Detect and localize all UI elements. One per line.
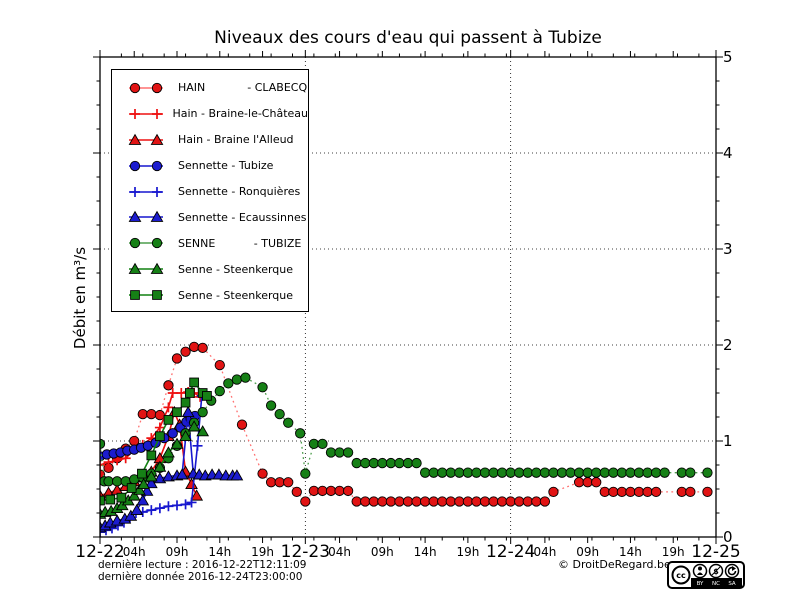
- series-senne-steenkerque: [100, 420, 210, 519]
- legend-item: Senne - Steenkerque: [112, 282, 308, 308]
- x-tick-day-label: 12-24: [485, 542, 536, 562]
- legend-label: Sennette - Tubize: [178, 159, 274, 173]
- svg-text:SA: SA: [728, 581, 736, 587]
- legend-item: SENNE - TUBIZE: [112, 230, 308, 256]
- legend-item: Senne - Steenkerque: [112, 256, 308, 282]
- legend-label: Sennette - Ecaussinnes: [178, 210, 307, 224]
- legend-item: Sennette - Ronquières: [112, 179, 308, 205]
- plus-marker-swatch: [129, 186, 163, 197]
- x-tick-hour-label: 14h: [208, 545, 232, 559]
- y-tick-label: 3: [723, 240, 733, 258]
- x-tick-hour-label: 14h: [413, 545, 437, 559]
- x-tick-hour-label: 04h: [122, 545, 146, 559]
- svg-text:$: $: [713, 567, 719, 576]
- by-person-icon: [692, 563, 708, 579]
- cc-license-badge: cc BY $ NC SA: [667, 561, 745, 593]
- x-tick-hour-label: 19h: [456, 545, 480, 559]
- square-marker-swatch: [129, 290, 163, 300]
- legend-item: Sennette - Tubize: [112, 153, 308, 179]
- series-senne-steenkerque: [100, 377, 212, 506]
- x-tick-hour-label: 04h: [328, 545, 351, 559]
- y-axis-title: Débit en m³/s: [71, 246, 89, 350]
- circle-marker-swatch: [129, 160, 163, 171]
- legend-label: SENNE - TUBIZE: [178, 236, 302, 250]
- x-tick-hour-label: 09h: [576, 545, 600, 559]
- x-tick-day-label: 12-23: [280, 542, 331, 562]
- circle-marker-swatch: [129, 82, 163, 94]
- x-tick-hour-label: 04h: [533, 545, 557, 559]
- legend-label: Hain - Braine-le-Château: [172, 107, 308, 121]
- copyright: © DroitDeRegard.be: [558, 558, 671, 571]
- x-tick-hour-label: 09h: [165, 545, 189, 559]
- nc-dollar-icon: $: [708, 563, 724, 579]
- legend-item: Sennette - Ecaussinnes: [112, 204, 308, 230]
- legend-item: Hain - Braine l'Alleud: [112, 127, 308, 153]
- triangle-marker-swatch: [128, 262, 164, 275]
- y-tick-label: 1: [723, 432, 733, 450]
- legend-label: Senne - Steenkerque: [178, 288, 294, 302]
- x-tick-hour-label: 19h: [251, 545, 274, 559]
- y-tick-label: 4: [723, 144, 733, 162]
- svg-text:NC: NC: [712, 581, 720, 587]
- svg-text:BY: BY: [697, 581, 704, 587]
- legend-item: Hain - Braine-le-Château: [112, 101, 308, 127]
- legend-label: Hain - Braine l'Alleud: [178, 133, 294, 147]
- x-tick-hour-label: 14h: [619, 545, 642, 559]
- triangle-marker-swatch: [128, 211, 164, 223]
- legend-item: HAIN - CLABECQ: [112, 75, 308, 101]
- legend: HAIN - CLABECQ Hain - Braine-le-Château Ha…: [111, 69, 309, 312]
- x-tick-hour-label: 09h: [370, 545, 394, 559]
- x-tick-day-label: 12-25: [691, 542, 741, 562]
- legend-label: HAIN - CLABECQ: [178, 81, 308, 95]
- x-tick-day-label: 12-22: [75, 542, 125, 562]
- sa-arrow-icon: [724, 563, 740, 579]
- footer-last-read: dernière lecture : 2016-12-22T12:11:09: [98, 559, 307, 571]
- circle-marker-swatch: [129, 238, 163, 249]
- y-tick-label: 0: [723, 528, 733, 546]
- triangle-marker-swatch: [128, 133, 164, 145]
- chart-title: Niveaux des cours d'eau qui passent à Tu…: [214, 28, 602, 48]
- cc-license-icons: cc BY $ NC SA: [667, 561, 745, 589]
- legend-label: Senne - Steenkerque: [178, 262, 294, 276]
- footer-last-data: dernière donnée 2016-12-24T23:00:00: [98, 571, 303, 583]
- svg-text:cc: cc: [676, 571, 686, 580]
- y-tick-label: 5: [723, 48, 733, 66]
- y-tick-label: 2: [723, 336, 733, 354]
- legend-label: Sennette - Ronquières: [178, 185, 301, 198]
- x-tick-hour-label: 19h: [661, 545, 685, 559]
- plus-marker-swatch: [129, 108, 163, 119]
